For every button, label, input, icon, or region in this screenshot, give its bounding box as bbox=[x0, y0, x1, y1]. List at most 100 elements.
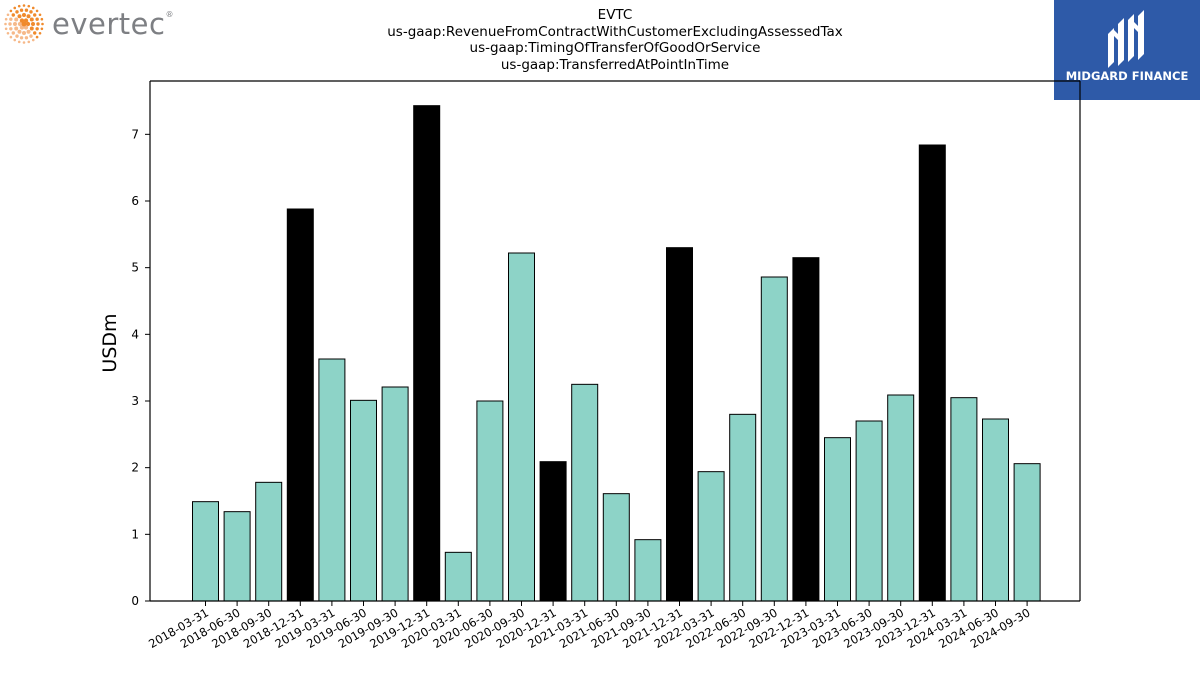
sunburst-dot bbox=[29, 26, 34, 31]
y-axis-label: USDm bbox=[99, 313, 121, 372]
bar-2023-06-30 bbox=[855, 420, 883, 602]
sunburst-center-dot bbox=[21, 21, 27, 27]
sunburst-dot bbox=[22, 31, 26, 35]
sunburst-dot bbox=[29, 10, 33, 14]
dot-sunburst-icon bbox=[4, 4, 44, 44]
bar-2022-12-31 bbox=[792, 257, 820, 602]
sunburst-dot bbox=[35, 27, 39, 31]
y-tick-label: 6 bbox=[131, 194, 139, 208]
sunburst-dot bbox=[38, 13, 42, 17]
sunburst-dot bbox=[40, 17, 44, 21]
bar-2019-03-31 bbox=[318, 358, 346, 602]
sunburst-dot bbox=[25, 21, 31, 27]
bar-2022-06-30 bbox=[729, 413, 757, 602]
title-ticker: EVTC bbox=[597, 7, 633, 23]
sunburst-dot bbox=[6, 31, 10, 35]
sunburst-dot bbox=[19, 25, 25, 30]
bar-2018-06-30 bbox=[223, 511, 251, 602]
sunburst-dot bbox=[9, 27, 13, 31]
sunburst-dot bbox=[33, 13, 37, 17]
sunburst-dot bbox=[15, 34, 19, 38]
sunburst-dot bbox=[19, 8, 24, 12]
sunburst-dot bbox=[31, 6, 35, 10]
sunburst-dot bbox=[23, 18, 29, 23]
sunburst-dot bbox=[14, 17, 19, 22]
sunburst-dot bbox=[6, 13, 10, 17]
chart-title-block: EVTC us-gaap:RevenueFromContractWithCust… bbox=[265, 7, 965, 73]
bar-2024-03-31 bbox=[950, 397, 978, 602]
y-tick-label: 5 bbox=[131, 261, 139, 275]
sunburst-dot bbox=[31, 38, 35, 42]
sunburst-dot bbox=[9, 35, 13, 39]
sunburst-dot bbox=[35, 9, 39, 13]
y-tick-label: 0 bbox=[131, 594, 139, 608]
y-tick-label: 3 bbox=[131, 394, 139, 408]
evertec-logo: evertec ® bbox=[4, 4, 173, 44]
sunburst-dot bbox=[41, 22, 44, 26]
title-member: us-gaap:TransferredAtPointInTime bbox=[500, 56, 730, 73]
bar-2021-06-30 bbox=[602, 493, 630, 602]
sunburst-dot bbox=[24, 8, 29, 12]
midgard-m-icon bbox=[1108, 10, 1144, 68]
bar-2020-06-30 bbox=[476, 400, 504, 602]
bar-2021-03-31 bbox=[571, 383, 599, 602]
bar-2018-09-30 bbox=[255, 481, 283, 602]
sunburst-dot bbox=[13, 22, 17, 26]
bar-2018-12-31 bbox=[286, 208, 314, 602]
sunburst-dot bbox=[4, 22, 7, 26]
y-tick-label: 7 bbox=[131, 127, 139, 141]
bar-2020-03-31 bbox=[444, 551, 472, 602]
sunburst-dot bbox=[8, 22, 12, 26]
sunburst-dot bbox=[19, 18, 25, 23]
bar-2022-03-31 bbox=[697, 471, 725, 602]
bar-2023-09-30 bbox=[887, 394, 915, 602]
sunburst-dot bbox=[33, 31, 37, 35]
sunburst-dot bbox=[36, 22, 40, 26]
bar-2021-12-31 bbox=[666, 247, 693, 602]
sunburst-dot bbox=[40, 27, 44, 31]
sunburst-dot bbox=[17, 40, 21, 44]
sunburst-dot bbox=[38, 31, 42, 35]
evertec-wordmark: evertec bbox=[52, 7, 166, 41]
sunburst-dot bbox=[24, 36, 29, 40]
bar-2020-09-30 bbox=[508, 252, 535, 602]
sunburst-dot bbox=[13, 6, 17, 10]
bar-2022-09-30 bbox=[760, 276, 788, 602]
sunburst-dot bbox=[22, 13, 26, 17]
y-tick-label: 2 bbox=[131, 461, 139, 475]
sunburst-dot bbox=[31, 22, 35, 26]
sunburst-dot bbox=[19, 36, 24, 40]
bar-2020-12-31 bbox=[539, 461, 567, 602]
sunburst-dot bbox=[9, 17, 13, 21]
evertec-registered-mark: ® bbox=[165, 10, 174, 19]
midgard-finance-wordmark: MIDGARD FINANCE bbox=[1065, 69, 1189, 83]
sunburst-dot bbox=[26, 14, 31, 19]
bar-2019-06-30 bbox=[350, 399, 377, 602]
bar-2018-03-31 bbox=[192, 501, 219, 602]
title-axis: us-gaap:TimingOfTransferOfGoodOrService bbox=[469, 40, 761, 56]
sunburst-dot bbox=[27, 40, 31, 44]
sunburst-dot bbox=[22, 4, 26, 7]
sunburst-dot bbox=[17, 14, 22, 19]
sunburst-dot bbox=[15, 10, 19, 14]
sunburst-dot bbox=[17, 4, 21, 8]
sunburst-dot bbox=[14, 26, 19, 31]
sunburst-dot bbox=[4, 17, 8, 21]
sunburst-dot bbox=[13, 38, 17, 42]
sunburst-dot bbox=[26, 29, 31, 34]
sunburst-dot bbox=[22, 41, 26, 44]
bar-2021-09-30 bbox=[634, 539, 662, 602]
bar-2024-06-30 bbox=[982, 418, 1009, 602]
sunburst-dot bbox=[27, 4, 31, 8]
title-concept: us-gaap:RevenueFromContractWithCustomerE… bbox=[387, 23, 843, 40]
bar-2023-12-31 bbox=[918, 144, 946, 602]
sunburst-dot bbox=[29, 34, 33, 38]
sunburst-dot bbox=[4, 27, 8, 31]
sunburst-dot bbox=[23, 25, 29, 30]
sunburst-dot bbox=[11, 13, 15, 17]
sunburst-dot bbox=[29, 17, 34, 22]
sunburst-dot bbox=[9, 9, 13, 13]
sunburst-dot bbox=[35, 35, 39, 39]
y-tick-label: 1 bbox=[131, 527, 139, 541]
